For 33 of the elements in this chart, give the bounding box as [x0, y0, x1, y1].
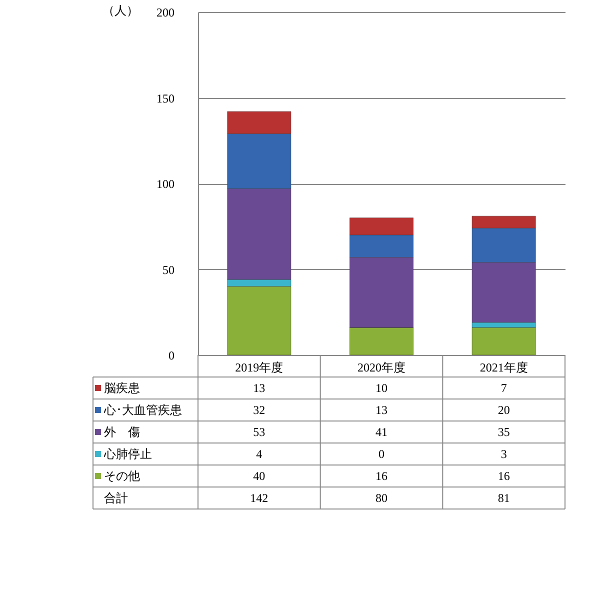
data-label: 40	[253, 469, 266, 483]
data-label: 3	[500, 447, 507, 461]
data-label: 32	[253, 403, 266, 417]
y-tick-label: 150	[156, 91, 174, 106]
x-tick-label: 2021年度	[480, 360, 528, 374]
y-tick-label: 50	[162, 262, 174, 277]
text: 合計	[104, 491, 128, 505]
legend-label: 脳疾患	[104, 381, 140, 395]
data-label: 4	[256, 447, 262, 461]
x-tick-label: 2020年度	[358, 360, 406, 374]
y-tick-label: 200	[156, 6, 174, 20]
data-label: 20	[498, 403, 510, 417]
y-axis-title: （人）	[102, 4, 138, 18]
data-label: 13	[253, 381, 266, 395]
text: 81	[498, 491, 510, 505]
y-tick-label: 100	[156, 177, 174, 191]
legend-label: その他	[104, 469, 140, 483]
data-label: 7	[500, 381, 507, 395]
legend-label: 心･大血管疾患	[103, 403, 182, 417]
data-label: 35	[498, 425, 510, 439]
legend-label: 心肺停止	[103, 447, 152, 461]
data-label: 41	[376, 425, 388, 439]
y-tick-label: 0	[168, 348, 174, 362]
data-label: 53	[253, 425, 266, 439]
data-label: 0	[378, 447, 384, 461]
x-tick-label: 2019年度	[235, 360, 284, 374]
text: 142	[250, 491, 268, 505]
text: 80	[376, 491, 388, 505]
data-label: 16	[498, 469, 510, 483]
legend-label: 外 傷	[104, 425, 140, 439]
data-label: 16	[376, 469, 388, 483]
data-label: 13	[376, 403, 388, 417]
data-label: 10	[376, 381, 388, 395]
